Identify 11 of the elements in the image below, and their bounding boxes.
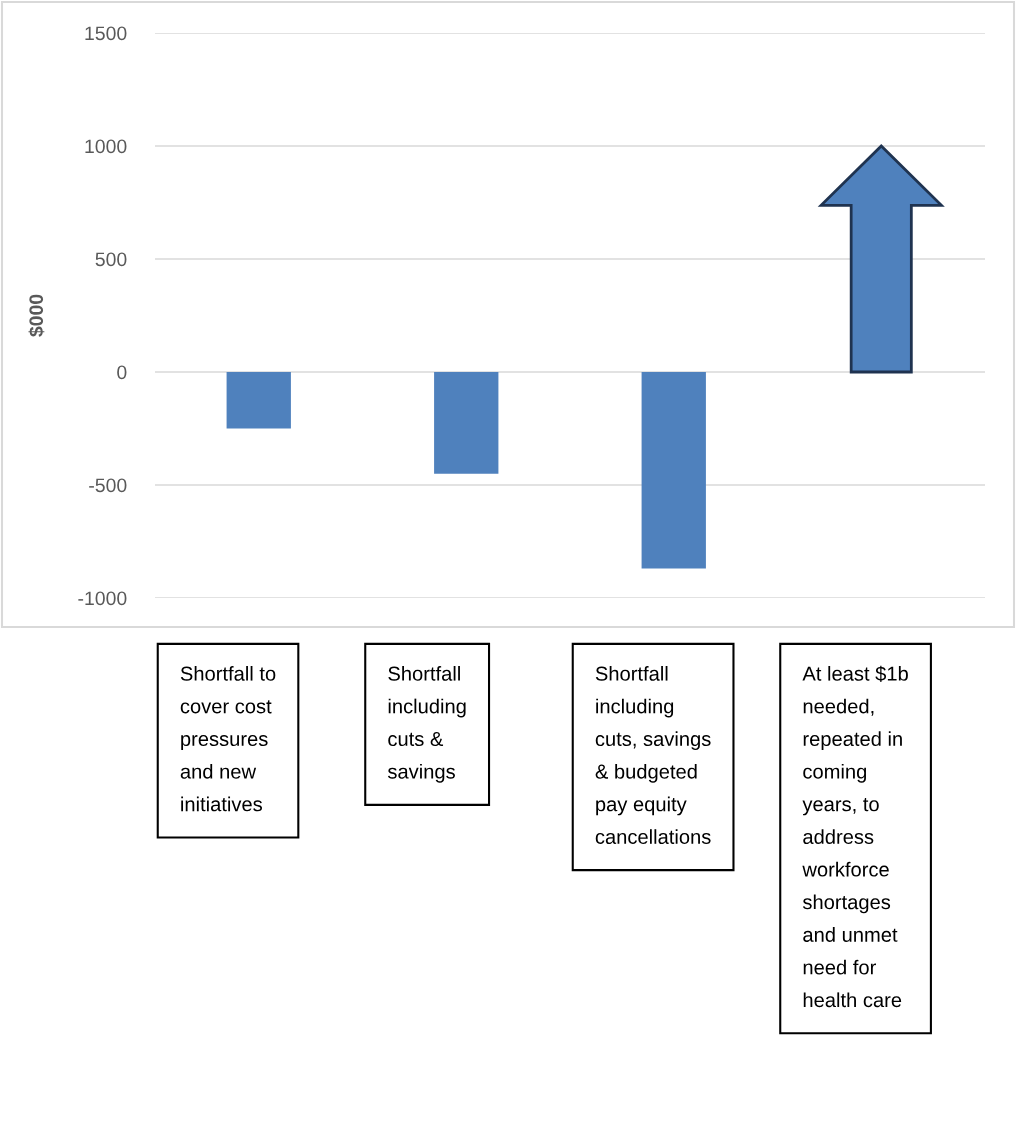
y-tick-label: 1500 — [85, 26, 127, 41]
x-tick-label: Shortfall including cuts & savings — [387, 666, 466, 783]
y-axis-title: $000 — [28, 294, 45, 337]
y-tick-label: -1000 — [78, 591, 127, 606]
category-label: At least $1b needed, repeated in coming years, to address workforce shortages and unmet need for health care — [802, 665, 908, 1008]
x-tick-label: Shortfall to cover cost pressures and new initiatives — [180, 666, 276, 812]
x-tick-label: Shortfall including cuts, savings & budgeted pay equity cancellations — [595, 666, 711, 844]
y-tick-label: 1000 — [85, 139, 127, 154]
y-tick-label: 500 — [95, 252, 127, 267]
y-tick-label: -500 — [89, 478, 127, 493]
y-tick-label: 0 — [117, 365, 127, 380]
